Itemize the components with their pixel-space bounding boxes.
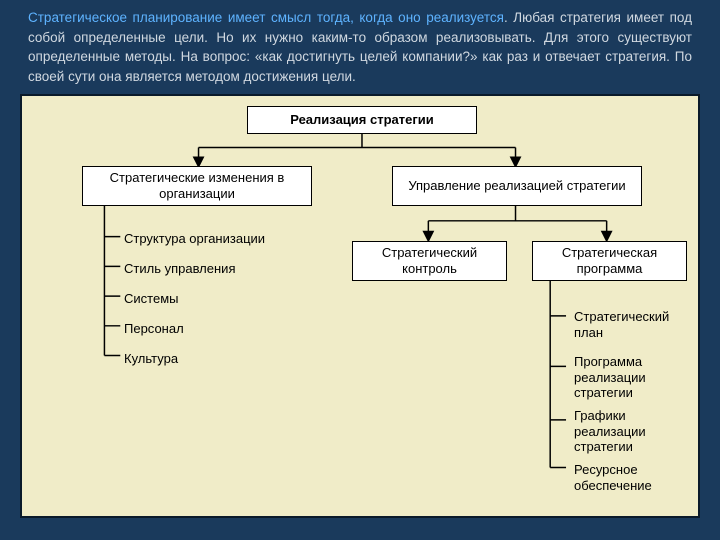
box-control: Стратегический контроль (352, 241, 507, 281)
leaf-resources: Ресурсное обеспечение (574, 462, 692, 493)
box-root: Реализация стратегии (247, 106, 477, 134)
leaf-systems: Системы (124, 291, 178, 307)
leaf-personnel: Персонал (124, 321, 184, 337)
leaf-culture: Культура (124, 351, 178, 367)
leaf-schedules: Графики реализации стратегии (574, 408, 692, 455)
leaf-structure: Структура организации (124, 231, 265, 247)
box-changes: Стратегические изменения в организации (82, 166, 312, 206)
leaf-plan: Стратегический план (574, 309, 692, 340)
leaf-style: Стиль управления (124, 261, 235, 277)
intro-highlight: Стратегическое планирование имеет смысл … (28, 10, 504, 25)
box-management: Управление реализацией стратегии (392, 166, 642, 206)
leaf-program-impl: Программа реализации стратегии (574, 354, 692, 401)
strategy-diagram: Реализация стратегии Стратегические изме… (20, 94, 700, 518)
box-program: Стратегическая программа (532, 241, 687, 281)
intro-paragraph: Стратегическое планирование имеет смысл … (0, 0, 720, 92)
